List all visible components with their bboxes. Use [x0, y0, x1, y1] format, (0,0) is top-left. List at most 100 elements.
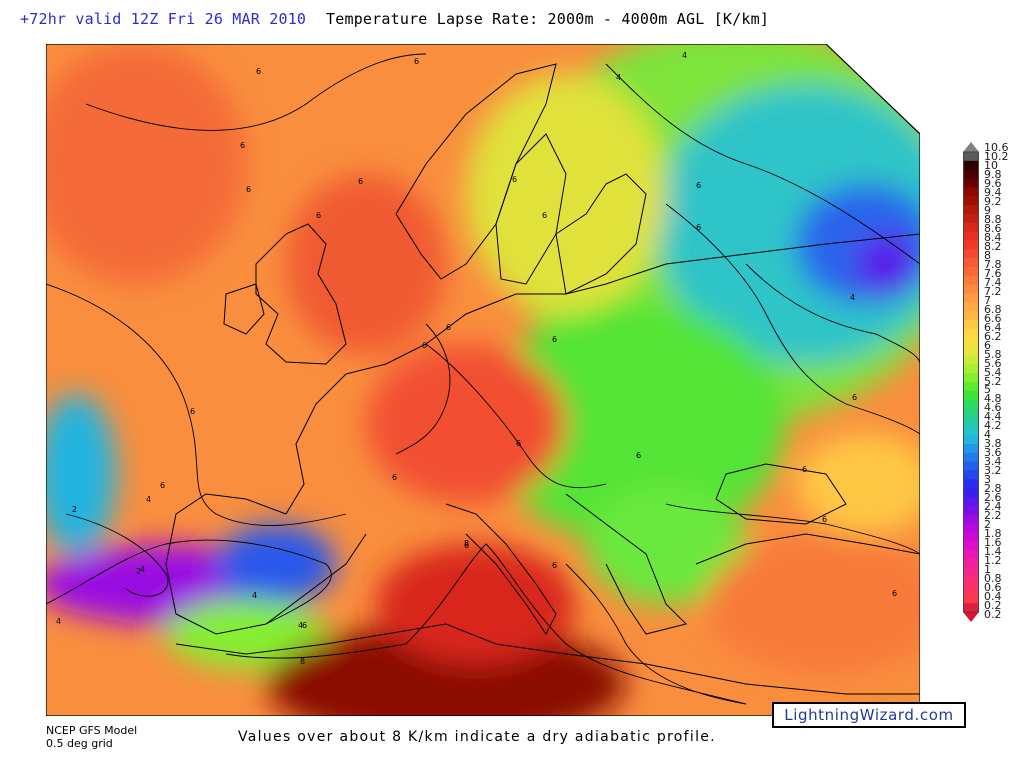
scale-swatch [963, 222, 979, 233]
contour-label: 6 [892, 589, 897, 598]
scale-bottom-arrow [963, 612, 979, 622]
scale-label: 2.4 [984, 500, 1002, 514]
scale-label: 7.4 [984, 275, 1002, 289]
scale-label: 0.2 [984, 608, 1002, 622]
contour-label: 6 [552, 561, 557, 570]
contour-label: 6 [516, 439, 521, 448]
scale-label: 0.4 [984, 590, 1002, 604]
contour-label: 4 [682, 51, 687, 60]
coast-continent [345, 233, 920, 375]
scale-label: 2.2 [984, 509, 1002, 523]
scale-label: 4.6 [984, 401, 1002, 415]
scale-label: 6 [984, 338, 991, 352]
contour-label: 6 [852, 393, 857, 402]
chart-title: Temperature Lapse Rate: 2000m - 4000m AG… [326, 10, 770, 28]
field-nw-red [46, 44, 246, 284]
scale-swatch [963, 258, 979, 268]
grid-resolution: 0.5 deg grid [46, 737, 113, 750]
contour-label: 4 [56, 617, 61, 626]
contour-4-east [745, 263, 920, 365]
field-w-red [286, 174, 446, 354]
scale-swatch [963, 178, 979, 188]
contour-label: 6 [358, 177, 363, 186]
scale-label: 8.2 [984, 239, 1002, 253]
map-canvas: 6 6 6 6 6 6 6 6 6 6 6 6 6 6 6 6 6 6 6 6 [46, 44, 920, 716]
scale-label: 2 [984, 518, 991, 532]
scale-label: 7 [984, 293, 991, 307]
scale-swatch [963, 205, 979, 215]
scale-swatch [963, 390, 979, 401]
contour-label: 6 [552, 335, 557, 344]
scale-label: 3.4 [984, 455, 1002, 469]
scale-label: 3.2 [984, 464, 1002, 478]
scale-swatch [963, 187, 979, 197]
scale-label: 8.6 [984, 221, 1002, 235]
scale-swatch [963, 417, 979, 427]
scale-label: 7.6 [984, 266, 1002, 280]
scale-top-arrow [963, 142, 979, 152]
field-c-red [366, 344, 566, 504]
scale-label: 4.8 [984, 392, 1002, 406]
model-name: NCEP GFS Model [46, 724, 138, 737]
coast-baltic [555, 173, 647, 295]
contour-4-sw [46, 539, 332, 625]
scale-label: 9.6 [984, 176, 1002, 190]
scale-label: 10.6 [984, 141, 1009, 154]
field-w-cyan [46, 394, 116, 554]
scale-label: 9.4 [984, 185, 1002, 199]
scale-label: 5 [984, 383, 991, 397]
contour-label: 4 [140, 565, 145, 574]
scale-swatch [963, 249, 979, 259]
contour-label: 6 [802, 465, 807, 474]
contour-label: 2 [72, 505, 77, 514]
contour-4-ne [605, 63, 920, 265]
coast-blacksea [715, 463, 847, 525]
scale-label: 9.2 [984, 194, 1002, 208]
scale-swatch [963, 311, 979, 321]
scale-label: 7.2 [984, 284, 1002, 298]
coast-africa [175, 623, 920, 695]
scale-label: 0.6 [984, 581, 1002, 595]
scale-swatch [963, 532, 979, 542]
scale-swatch [963, 399, 979, 410]
scale-label: 6.4 [984, 320, 1002, 334]
scale-swatch [963, 346, 979, 356]
coast-balkans [565, 493, 687, 635]
contour-label: 6 [240, 141, 245, 150]
scale-swatch [963, 293, 979, 303]
scale-label: 4.2 [984, 419, 1002, 433]
scale-swatch [963, 443, 979, 454]
field-e-yellow [796, 434, 920, 534]
scale-swatch [963, 382, 979, 392]
contour-label: 6 [542, 211, 547, 220]
scale-label: 7.8 [984, 257, 1002, 271]
field-balkans [586, 484, 746, 604]
scale-swatch [963, 337, 979, 348]
scale-swatch [963, 523, 979, 533]
brand-link[interactable]: LightningWizard.com [772, 702, 966, 728]
scale-label: 6.8 [984, 302, 1002, 316]
coast-turkey [695, 533, 920, 565]
scale-swatch [963, 408, 979, 418]
scale-label: 1.2 [984, 554, 1002, 568]
coast-britain [255, 223, 347, 365]
color-scale [963, 142, 979, 622]
scale-swatch [963, 284, 979, 295]
contour-label: 6 [256, 67, 261, 76]
contour-label: 6 [446, 323, 451, 332]
scale-swatch [963, 479, 979, 489]
coast-scandinavia [395, 63, 557, 280]
contour-label: 6 [696, 181, 701, 190]
scale-swatch [963, 452, 979, 463]
scale-label: 8.8 [984, 212, 1002, 226]
contour-label: 6 [464, 541, 469, 550]
contour-label: 8 [464, 539, 469, 548]
scale-label: 3.8 [984, 437, 1002, 451]
contour-label: 6 [392, 473, 397, 482]
scale-label: 1.6 [984, 536, 1002, 550]
scale-swatch [963, 497, 979, 507]
scale-swatch [963, 152, 979, 162]
contour-6-north [85, 53, 427, 131]
scale-swatch [963, 470, 979, 480]
scale-swatch [963, 576, 979, 586]
